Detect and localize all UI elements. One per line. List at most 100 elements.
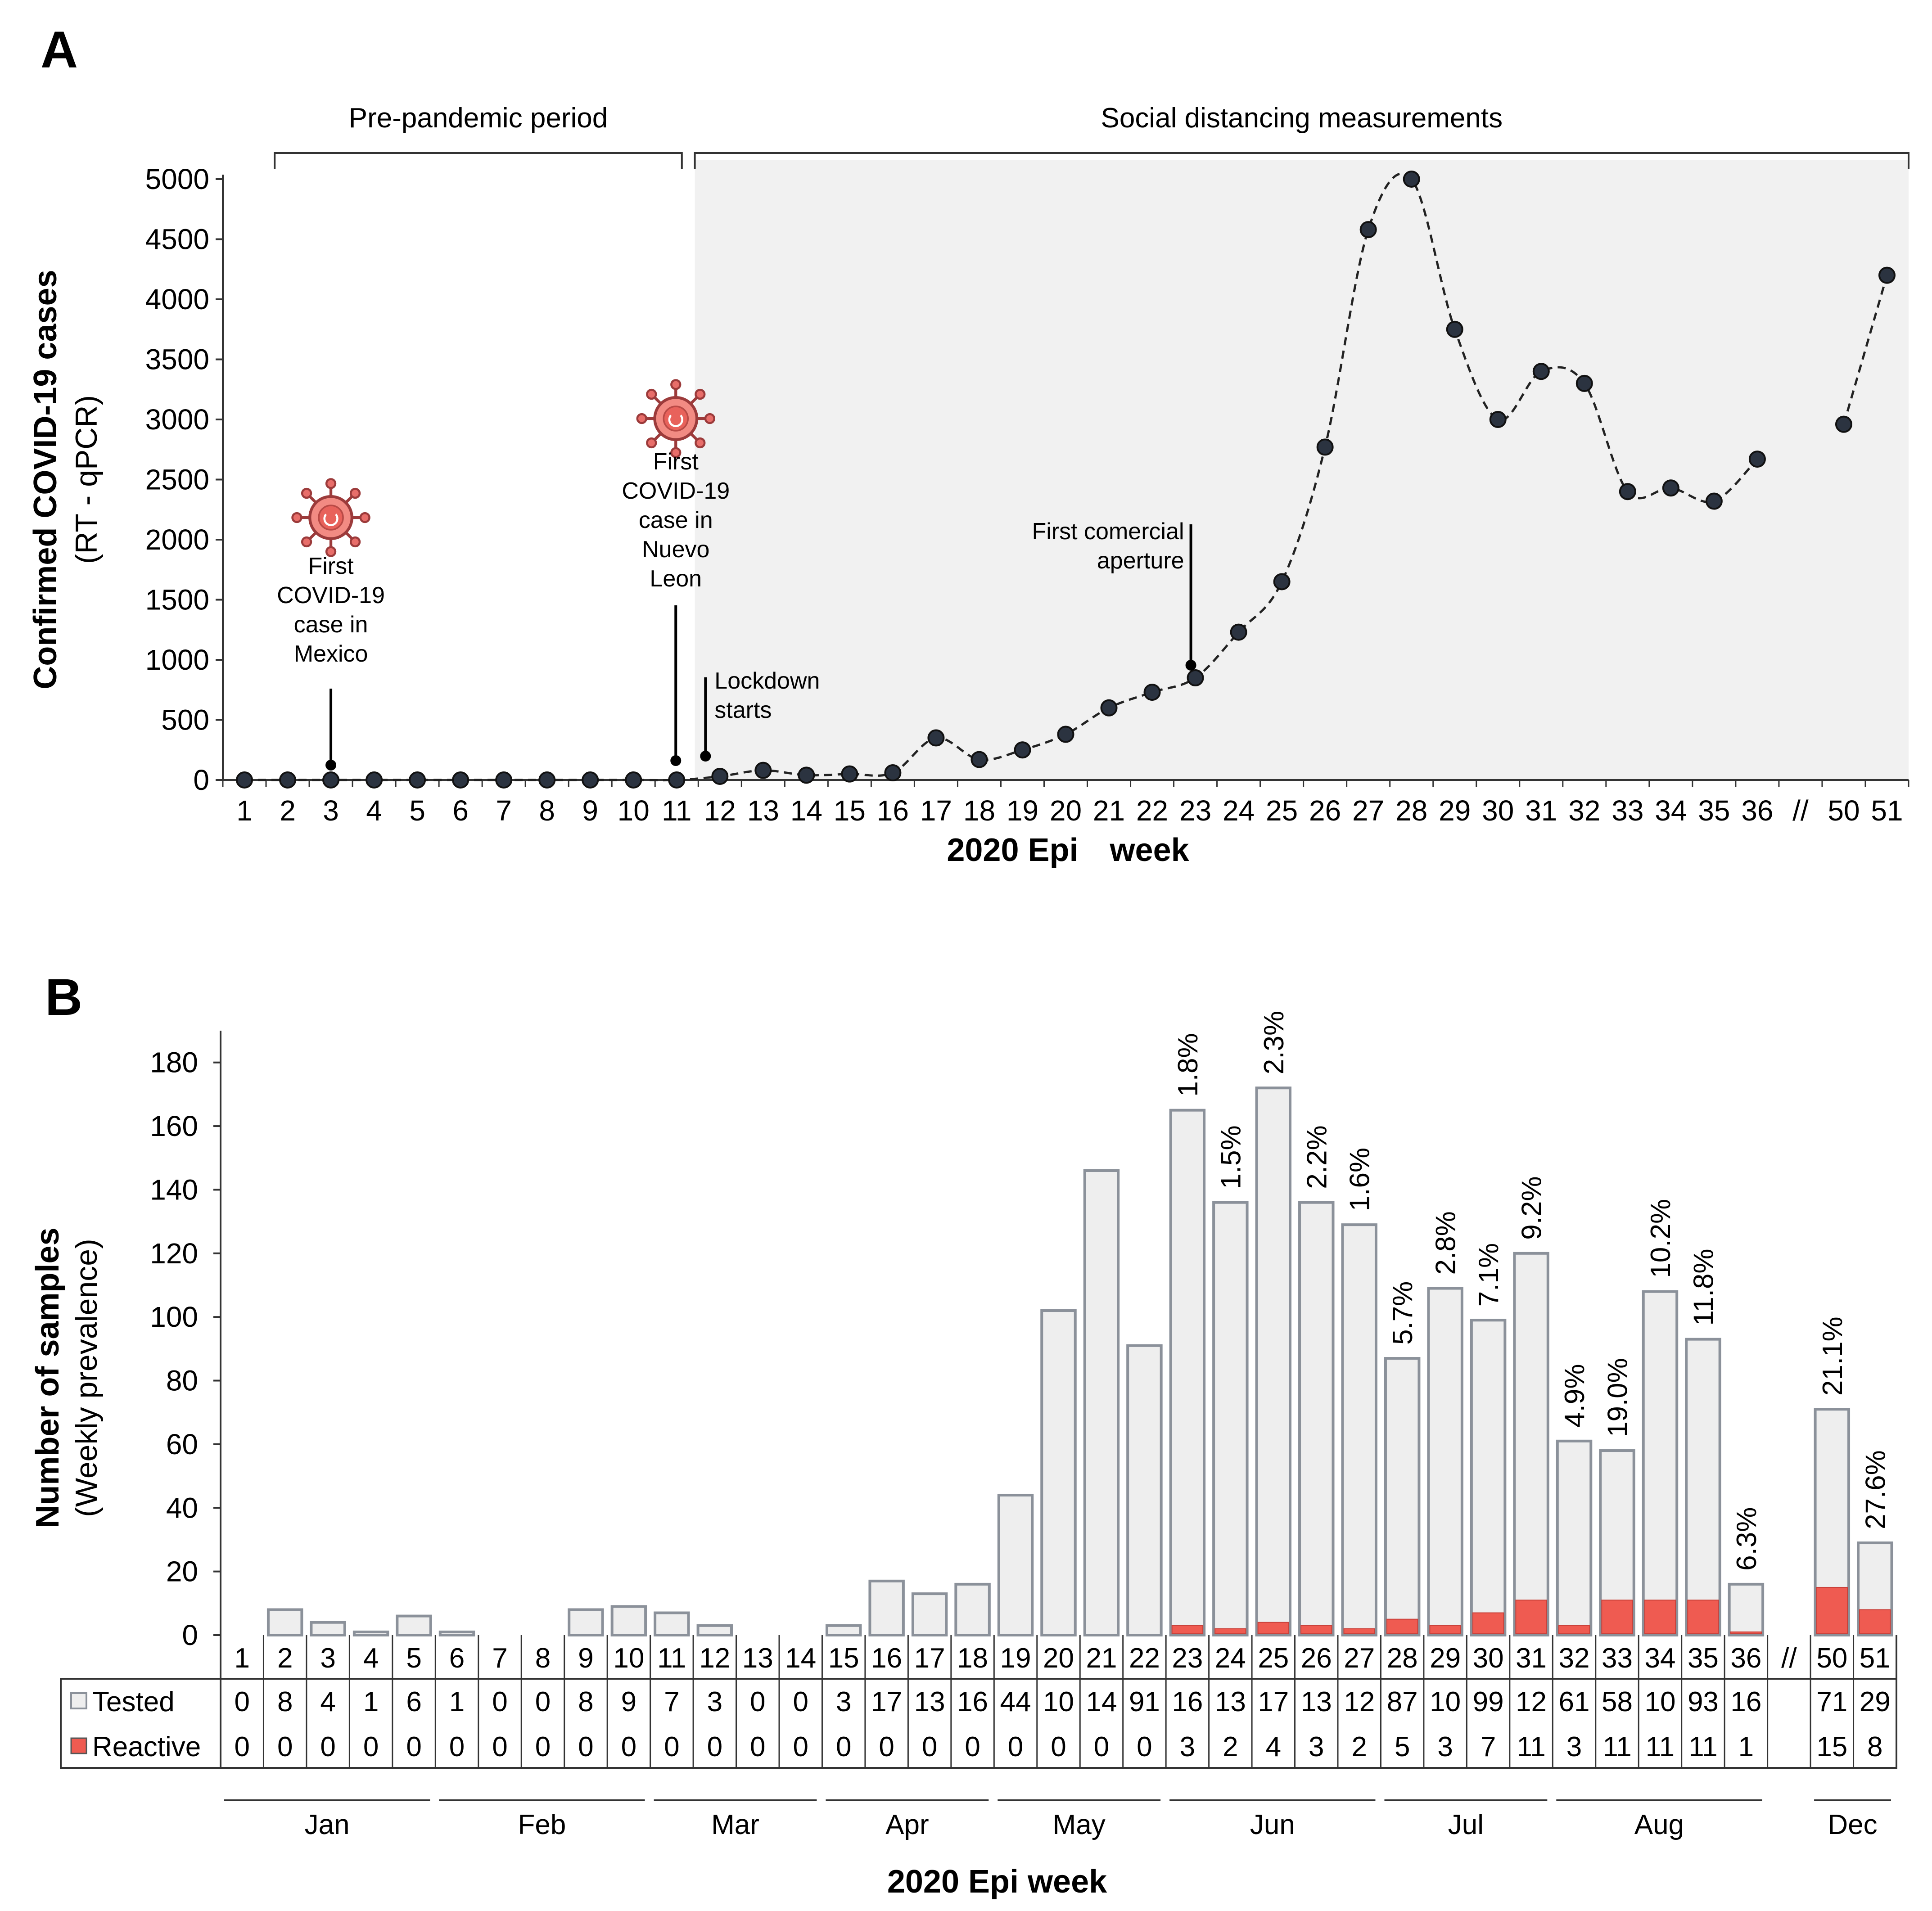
period-bracket bbox=[694, 152, 1909, 169]
table-tested-cell: 99 bbox=[1473, 1686, 1504, 1717]
table-reactive-cell: 0 bbox=[621, 1731, 636, 1762]
bar-reactive-week-30 bbox=[1472, 1612, 1504, 1634]
table-week-cell: 7 bbox=[492, 1643, 507, 1674]
bar-tested-week-3 bbox=[310, 1621, 346, 1637]
annotation-pin-dot bbox=[325, 760, 337, 771]
table-reactive-cell: 5 bbox=[1395, 1731, 1410, 1762]
table-week-cell: 35 bbox=[1688, 1643, 1719, 1674]
table-tested-cell: 44 bbox=[1000, 1686, 1031, 1717]
table-week-cell: 10 bbox=[613, 1643, 644, 1674]
data-point-week-3 bbox=[322, 771, 340, 789]
data-point-week-35 bbox=[1705, 492, 1723, 510]
month-label: Aug bbox=[1634, 1809, 1684, 1840]
table-tested-cell: 0 bbox=[535, 1686, 551, 1717]
prevalence-label: 10.2% bbox=[1645, 1199, 1676, 1278]
bar-reactive-week-33 bbox=[1601, 1600, 1633, 1634]
prevalence-label: 4.9% bbox=[1559, 1364, 1590, 1427]
table-week-cell: 34 bbox=[1644, 1643, 1675, 1674]
table-tested-cell: 29 bbox=[1860, 1686, 1891, 1717]
table-tested-cell: 17 bbox=[871, 1686, 902, 1717]
data-point-week-10 bbox=[625, 771, 642, 789]
data-point-week-24 bbox=[1230, 623, 1247, 641]
y-tick-label: 40 bbox=[166, 1492, 198, 1524]
x-tick-label: 1 bbox=[236, 794, 253, 827]
x-tick-label: 2 bbox=[280, 794, 296, 827]
x-tick-label: 34 bbox=[1655, 794, 1687, 827]
bar-tested-week-30 bbox=[1470, 1319, 1507, 1636]
x-axis-title: 2020 Epi week bbox=[887, 1864, 1107, 1900]
bar-reactive-week-35 bbox=[1687, 1600, 1719, 1634]
bar-tested-week-25 bbox=[1255, 1086, 1292, 1637]
panel-a-letter: A bbox=[41, 21, 78, 79]
table-reactive-cell: 1 bbox=[1738, 1731, 1754, 1762]
y-tick-label: 1000 bbox=[145, 644, 209, 676]
y-tick-label: 5000 bbox=[145, 163, 209, 195]
table-tested-cell: 6 bbox=[406, 1686, 421, 1717]
bar-reactive-week-32 bbox=[1558, 1625, 1590, 1634]
bar-reactive-week-24 bbox=[1214, 1628, 1246, 1634]
x-tick-label: 35 bbox=[1698, 794, 1730, 827]
data-point-week-1 bbox=[236, 771, 253, 789]
table-reactive-cell: 0 bbox=[1137, 1731, 1152, 1762]
y-tick-label: 2000 bbox=[145, 523, 209, 556]
annotation-pin-dot bbox=[700, 751, 711, 762]
table-reactive-cell: 3 bbox=[1180, 1731, 1195, 1762]
bar-tested-week-5 bbox=[396, 1614, 432, 1636]
y-tick-label: 20 bbox=[166, 1555, 198, 1588]
x-axis-title-main: 2020 Epi bbox=[947, 832, 1078, 868]
table-reactive-cell: 0 bbox=[922, 1731, 937, 1762]
table-week-cell: 33 bbox=[1602, 1643, 1633, 1674]
table-reactive-cell: 2 bbox=[1223, 1731, 1238, 1762]
table-week-cell: 11 bbox=[657, 1643, 686, 1674]
table-reactive-cell: 7 bbox=[1481, 1731, 1496, 1762]
y-tick-label: 4500 bbox=[145, 223, 209, 256]
annotation-text: Mexico bbox=[294, 641, 368, 667]
table-tested-cell: 14 bbox=[1086, 1686, 1117, 1717]
x-tick-label: 30 bbox=[1482, 794, 1514, 827]
bar-tested-week-26 bbox=[1298, 1201, 1335, 1637]
y-tick-label: 120 bbox=[150, 1237, 198, 1270]
data-point-week-15 bbox=[841, 765, 858, 783]
x-tick-label: 12 bbox=[704, 794, 736, 827]
annotation-pin-dot bbox=[670, 755, 682, 766]
table-reactive-cell: 11 bbox=[1602, 1731, 1631, 1762]
bar-tested-week-2 bbox=[266, 1608, 303, 1637]
data-point-week-2 bbox=[279, 771, 297, 789]
period-bracket bbox=[274, 152, 683, 169]
legend-reactive-label: Reactive bbox=[92, 1731, 201, 1762]
y-tick-label: 60 bbox=[166, 1428, 198, 1460]
data-point-week-27 bbox=[1359, 221, 1377, 239]
x-axis-title-suffix: week bbox=[1110, 832, 1190, 868]
prevalence-label: 6.3% bbox=[1731, 1507, 1762, 1571]
table-week-cell: 50 bbox=[1816, 1643, 1847, 1674]
data-point-week-12 bbox=[711, 767, 729, 785]
table-tested-cell: 58 bbox=[1602, 1686, 1633, 1717]
bar-tested-week-19 bbox=[997, 1493, 1034, 1637]
data-point-week-32 bbox=[1575, 374, 1593, 392]
x-tick-label: 16 bbox=[877, 794, 909, 827]
table-tested-cell: 1 bbox=[449, 1686, 465, 1717]
prevalence-label: 1.6% bbox=[1345, 1148, 1376, 1211]
y-tick-label: 160 bbox=[150, 1110, 198, 1142]
bar-reactive-week-23 bbox=[1171, 1625, 1204, 1634]
x-tick-label: 19 bbox=[1007, 794, 1038, 827]
table-reactive-cell: 0 bbox=[707, 1731, 722, 1762]
x-tick-label: 28 bbox=[1395, 794, 1427, 827]
data-point-week-23 bbox=[1187, 669, 1204, 687]
month-label: Apr bbox=[885, 1809, 929, 1840]
data-point-week-31 bbox=[1532, 363, 1550, 380]
annotation-text: First bbox=[308, 553, 354, 579]
data-point-week-22 bbox=[1143, 684, 1161, 701]
data-point-week-6 bbox=[452, 771, 469, 789]
table-week-cell: 29 bbox=[1430, 1643, 1461, 1674]
table-tested-cell: 0 bbox=[793, 1686, 808, 1717]
table-reactive-cell: 8 bbox=[1867, 1731, 1882, 1762]
table-week-cell: 12 bbox=[699, 1643, 730, 1674]
data-point-week-25 bbox=[1273, 573, 1291, 590]
data-point-week-5 bbox=[409, 771, 426, 789]
table-reactive-cell: 0 bbox=[879, 1731, 894, 1762]
table-week-cell: 32 bbox=[1559, 1643, 1590, 1674]
period-label: Social distancing measurements bbox=[1101, 103, 1503, 134]
y-tick-label: 2500 bbox=[145, 464, 209, 496]
data-point-week-19 bbox=[1014, 741, 1031, 759]
